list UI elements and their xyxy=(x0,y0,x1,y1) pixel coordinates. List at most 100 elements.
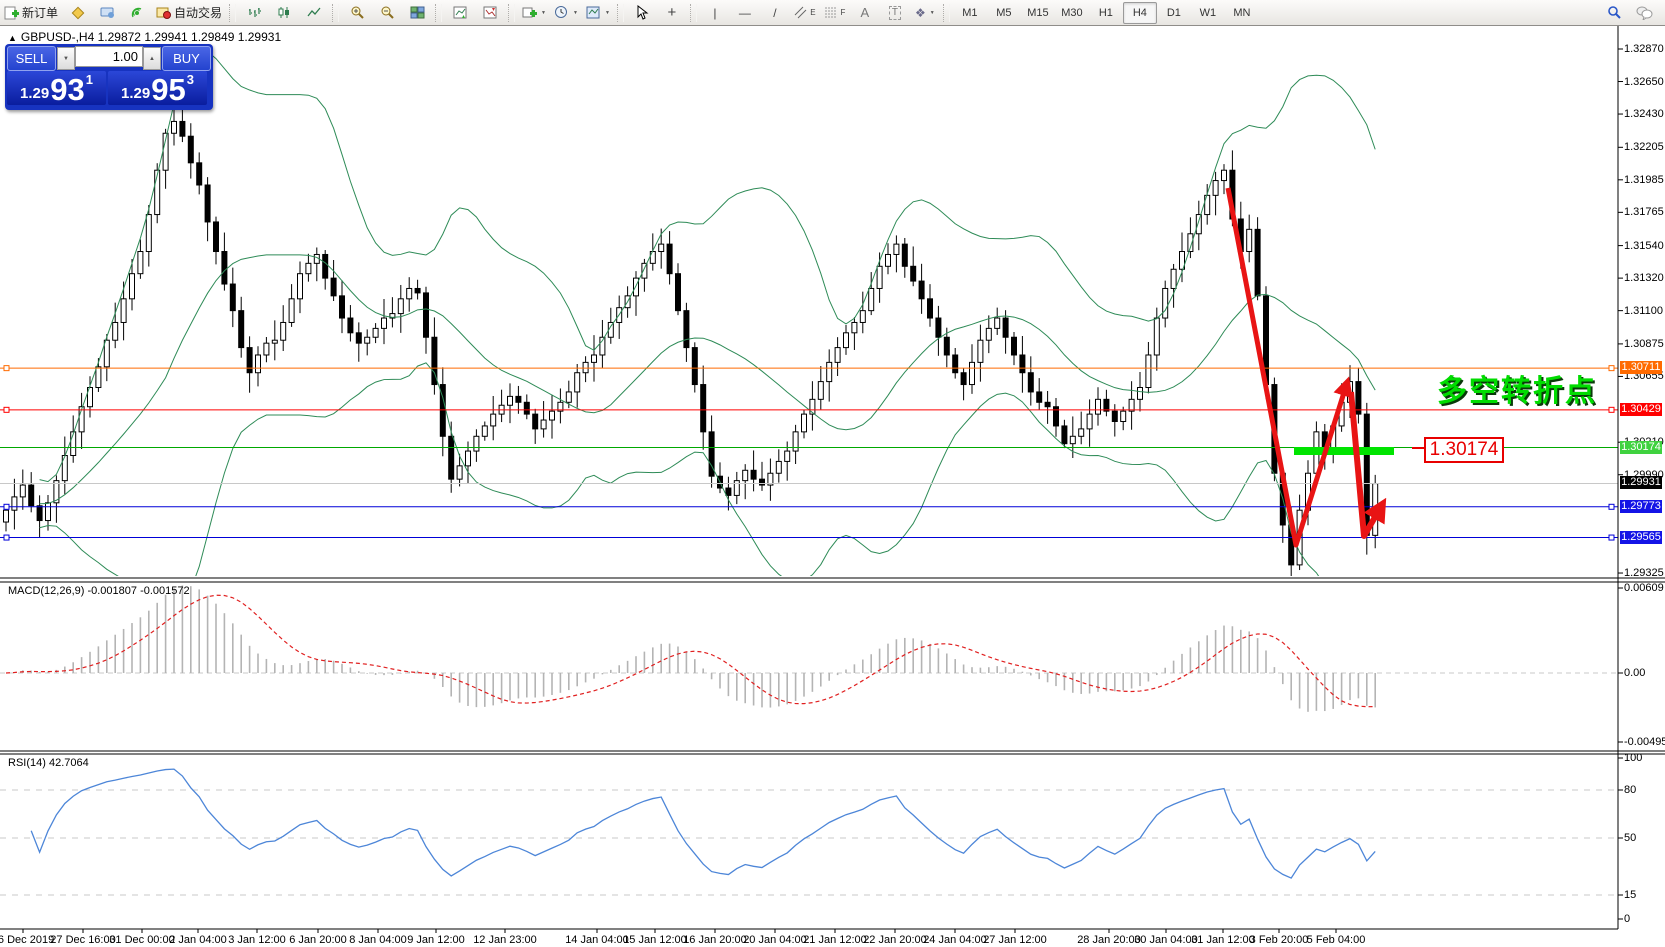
timeframe-button-m30[interactable]: M30 xyxy=(1061,6,1083,19)
timeframe-button-m15[interactable]: M15 xyxy=(1027,6,1049,19)
buy-price-prefix: 1.29 xyxy=(121,85,151,102)
indicator-window-up-button[interactable] xyxy=(445,2,475,24)
candlestick-chart-button[interactable] xyxy=(269,2,299,24)
text-button[interactable]: A xyxy=(850,2,880,24)
toolbar-separator xyxy=(508,3,516,22)
sell-price-display[interactable]: 1.29 93 1 xyxy=(7,71,106,105)
timeframe-button-w1[interactable]: W1 xyxy=(1199,6,1217,19)
search-icon xyxy=(1607,6,1621,19)
line-chart-button[interactable] xyxy=(299,2,329,24)
fibonacci-button[interactable]: F xyxy=(820,2,850,24)
buy-price-display[interactable]: 1.29 95 3 xyxy=(108,71,207,105)
buy-price-pip: 3 xyxy=(186,72,194,87)
toolbar-separator xyxy=(435,3,443,22)
channel-button[interactable]: E xyxy=(790,2,820,24)
vertical-line-button[interactable]: | xyxy=(700,2,730,24)
zoom-in-button[interactable] xyxy=(342,2,372,24)
shapes-icon: ❖ xyxy=(915,5,926,20)
toolbar-separator xyxy=(616,3,624,22)
virtual-hosting-button[interactable] xyxy=(92,2,122,24)
add-indicator-button[interactable]: ▼ xyxy=(518,2,550,24)
indicator-down-icon xyxy=(483,6,497,19)
new-order-icon xyxy=(4,6,19,20)
add-indicator-icon xyxy=(522,7,538,18)
channel-icon xyxy=(794,6,807,19)
timeframe-bar: M1 M5 M15 M30 H1 H4 D1 W1 MN xyxy=(953,1,1259,24)
toolbar-separator xyxy=(229,3,237,22)
dropdown-arrow-icon: ▼ xyxy=(604,9,610,16)
volume-up-button[interactable]: ▲ xyxy=(143,47,161,70)
text-label-icon: T xyxy=(888,5,901,20)
timeframe-button-m1[interactable]: M1 xyxy=(962,6,978,19)
signals-button[interactable] xyxy=(122,2,152,24)
cursor-icon xyxy=(637,5,649,20)
trendline-button[interactable]: / xyxy=(760,2,790,24)
toolbar-separator xyxy=(689,3,697,22)
zoom-out-button[interactable] xyxy=(372,2,402,24)
fibonacci-icon xyxy=(825,7,837,18)
collapse-quotes-icon[interactable]: ▲ xyxy=(8,33,17,43)
tile-windows-button[interactable] xyxy=(402,2,432,24)
hedge-button[interactable] xyxy=(62,2,92,24)
volume-down-button[interactable]: ▼ xyxy=(57,47,75,70)
toolbar: 新订单 自动交易 ▼ ▼ ▼ + | — / E F A T ❖ ▼ xyxy=(0,0,1665,26)
candlestick-chart-icon xyxy=(278,7,289,18)
trendline-icon: / xyxy=(773,5,777,20)
sell-price-pip: 1 xyxy=(85,72,93,87)
new-order-button[interactable]: 新订单 xyxy=(0,2,62,24)
shapes-button[interactable]: ❖ ▼ xyxy=(910,2,940,24)
channel-e-label: E xyxy=(810,7,816,17)
symbol-ohlc-text: GBPUSD-,H4 1.29872 1.29941 1.29849 1.299… xyxy=(20,30,282,44)
text-icon: A xyxy=(860,4,870,20)
crosshair-button[interactable]: + xyxy=(657,2,687,24)
timeframe-button-mn[interactable]: MN xyxy=(1233,6,1251,19)
sell-price-prefix: 1.29 xyxy=(20,85,50,102)
chat-icon xyxy=(1636,6,1652,20)
chart-window[interactable]: ▲ GBPUSD-,H4 1.29872 1.29941 1.29849 1.29… xyxy=(0,26,1665,947)
autotrading-icon xyxy=(156,7,172,19)
indicator-window-down-button[interactable] xyxy=(475,2,505,24)
timeframe-button-m5[interactable]: M5 xyxy=(996,6,1012,19)
horizontal-line-button[interactable]: — xyxy=(730,2,760,24)
diamond-icon xyxy=(71,6,84,20)
volume-input[interactable] xyxy=(75,46,143,67)
chat-button[interactable] xyxy=(1629,2,1659,24)
bar-chart-button[interactable] xyxy=(239,2,269,24)
dropdown-arrow-icon: ▼ xyxy=(541,9,546,16)
chart-surface[interactable] xyxy=(0,26,1665,947)
dropdown-arrow-icon: ▼ xyxy=(929,9,935,16)
timeframe-button-h4[interactable]: H4 xyxy=(1122,1,1157,24)
signal-icon xyxy=(131,7,141,18)
cursor-button[interactable] xyxy=(627,2,657,24)
symbol-info-line: ▲ GBPUSD-,H4 1.29872 1.29941 1.29849 1.29… xyxy=(8,30,281,44)
clock-icon xyxy=(554,6,567,18)
autotrading-button[interactable]: 自动交易 xyxy=(152,2,226,24)
fibo-f-label: F xyxy=(840,7,846,17)
new-order-label: 新订单 xyxy=(22,6,59,20)
horizontal-line-icon: — xyxy=(738,5,751,20)
tile-windows-icon xyxy=(410,6,425,19)
toolbar-separator xyxy=(332,3,340,22)
timeframe-button-d1[interactable]: D1 xyxy=(1166,6,1181,19)
template-icon xyxy=(586,6,600,19)
hosting-icon xyxy=(100,7,114,18)
period-button[interactable]: ▼ xyxy=(550,2,582,24)
bar-chart-icon xyxy=(248,8,261,17)
zoom-in-icon xyxy=(351,6,364,19)
sell-button[interactable]: SELL xyxy=(7,46,56,71)
buy-price-big: 95 xyxy=(151,72,186,107)
zoom-out-icon xyxy=(381,6,394,19)
text-label-button[interactable]: T xyxy=(880,2,910,24)
line-chart-icon xyxy=(307,7,321,17)
template-button[interactable]: ▼ xyxy=(582,2,614,24)
indicator-up-icon xyxy=(453,6,467,19)
dropdown-arrow-icon: ▼ xyxy=(572,9,578,16)
autotrading-label: 自动交易 xyxy=(174,6,223,20)
vertical-line-icon: | xyxy=(713,5,717,20)
buy-button[interactable]: BUY xyxy=(162,46,211,71)
crosshair-icon: + xyxy=(667,3,677,21)
search-button[interactable] xyxy=(1599,2,1629,24)
timeframe-button-h1[interactable]: H1 xyxy=(1098,6,1113,19)
